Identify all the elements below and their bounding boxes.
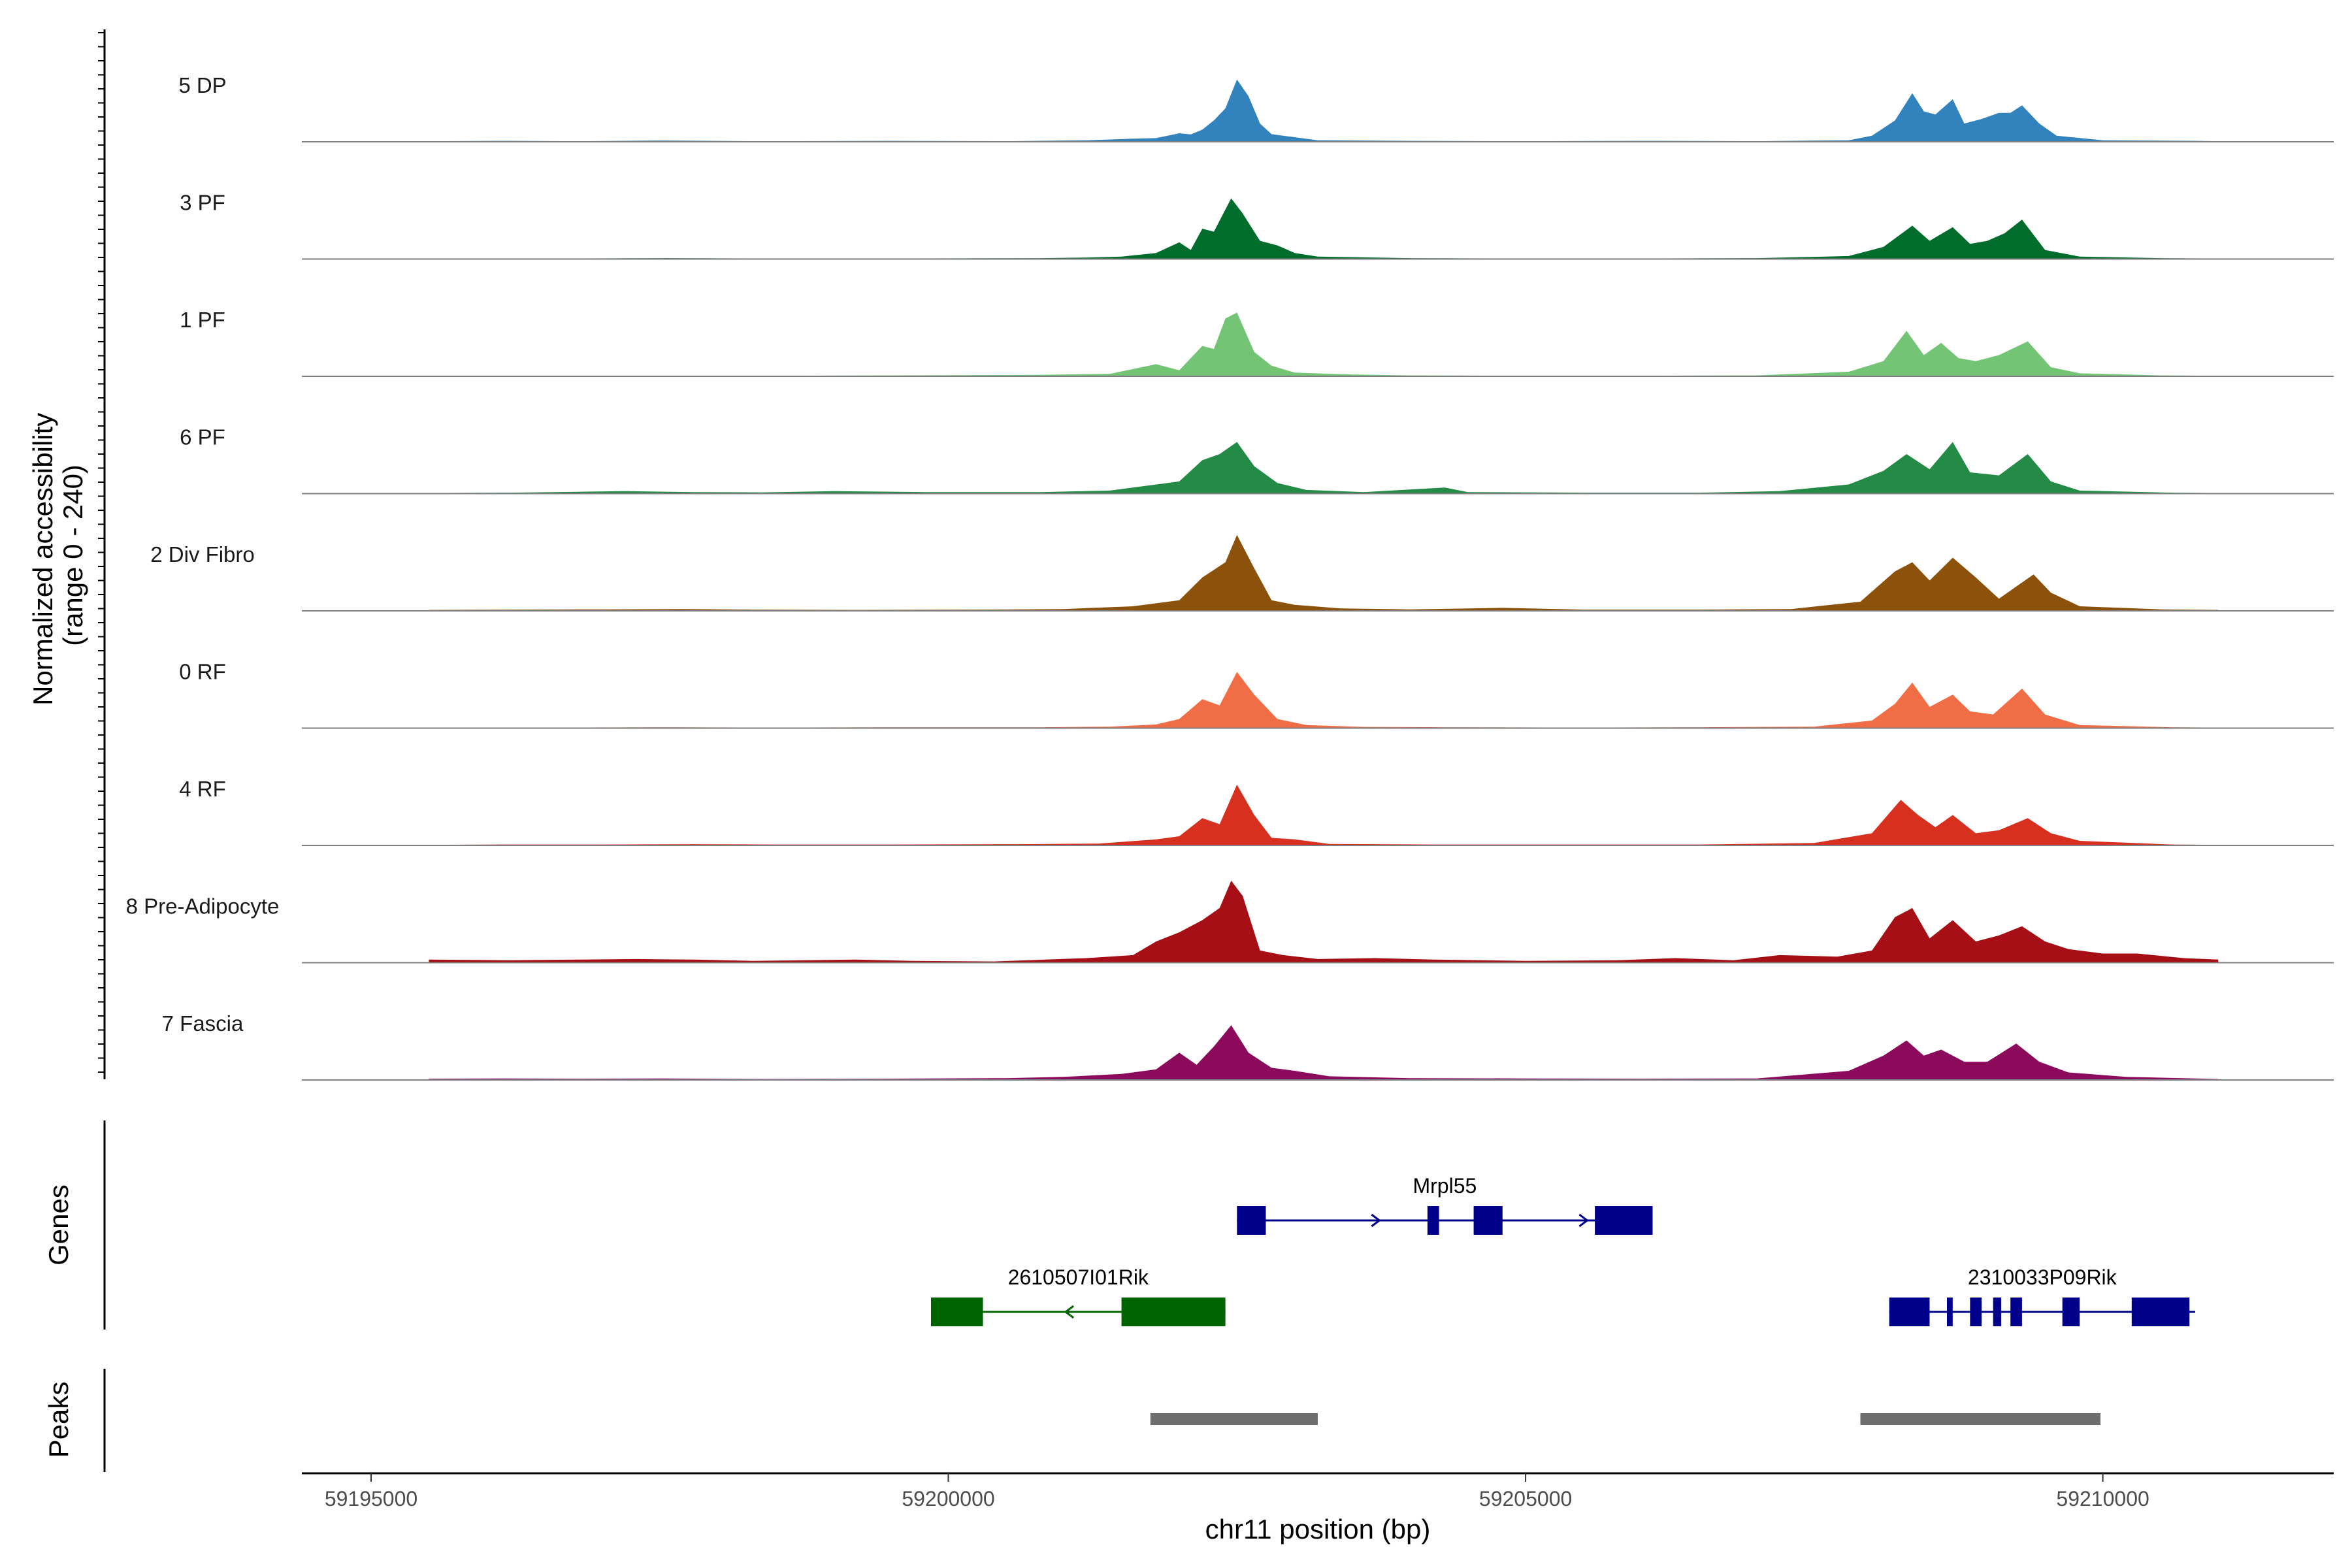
track-label: 4 RF (179, 777, 226, 801)
track-label: 7 Fascia (162, 1011, 244, 1036)
gene-exon (1947, 1298, 1953, 1326)
track-label: 5 DP (178, 73, 226, 97)
gene-exon (1473, 1206, 1503, 1235)
gene-exon (2062, 1298, 2080, 1326)
gene-exon (2010, 1298, 2022, 1326)
track-5-dp: 5 DP (178, 73, 2334, 142)
track-label: 6 PF (180, 425, 225, 449)
peaks-panel: Peaks (43, 1369, 2100, 1472)
track-1-pf: 1 PF (180, 308, 2334, 377)
x-axis-title: chr11 position (bp) (1205, 1514, 1431, 1544)
genes-panel-title: Genes (43, 1184, 74, 1266)
track-4-rf: 4 RF (179, 777, 2334, 846)
y-axis-title-line1: Normalized accessibility (27, 413, 58, 706)
coverage-area-3-pf (429, 198, 2219, 259)
gene-exon (2131, 1298, 2190, 1326)
x-axis: 59195000 59200000 59205000 59210000 chr11 p… (302, 1472, 2334, 1544)
coverage-area-1-pf (429, 312, 2219, 376)
coverage-area-8-pre-adipocyte (429, 881, 2219, 963)
strand-arrow (1064, 1305, 1074, 1319)
track-label: 2 Div Fibro (150, 542, 255, 566)
coverage-area-2-div-fibro (429, 534, 2219, 611)
x-tick-label: 59205000 (1479, 1487, 1572, 1511)
track-label: 8 Pre-Adipocyte (126, 894, 280, 919)
peaks-panel-title: Peaks (43, 1382, 74, 1458)
coverage-tracks: 5 DP 3 PF 1 PF 6 PF 2 Div Fibro 0 RF 4 RF 8 Pre… (126, 73, 2334, 1081)
track-label: 3 PF (180, 191, 225, 215)
track-label: 1 PF (180, 308, 225, 332)
peak-region (1150, 1413, 1318, 1425)
gene-exon (1993, 1298, 2002, 1326)
x-tick-label: 59210000 (2056, 1487, 2149, 1511)
gene-exon (1427, 1206, 1439, 1235)
gene-exon (1595, 1206, 1653, 1235)
x-tick-label: 59195000 (325, 1487, 417, 1511)
coverage-area-0-rf (429, 672, 2219, 728)
coverage-area-4-rf (429, 785, 2219, 845)
gene-exon (1121, 1298, 1226, 1326)
x-axis-ticks: 59195000 59200000 59205000 59210000 (325, 1473, 2149, 1511)
coverage-area-6-pf (429, 442, 2219, 494)
gene-exon (1889, 1298, 1930, 1326)
y-axis-title: Normalized accessibility (range 0 - 240) (27, 405, 88, 706)
track-6-pf: 6 PF (180, 425, 2334, 495)
coverage-area-7-fascia (429, 1025, 2219, 1080)
track-2-div-fibro: 2 Div Fibro (150, 534, 2334, 612)
x-tick-label: 59200000 (902, 1487, 994, 1511)
gene-label: 2310033P09Rik (1968, 1266, 2117, 1289)
genes-panel: Genes Mrpl55 2610507I01Rik 2310033P09Rik (43, 1120, 2195, 1330)
gene-2610507i01rik: 2610507I01Rik (931, 1266, 1226, 1326)
peak-region (1860, 1413, 2100, 1425)
track-label: 0 RF (179, 660, 226, 684)
y-axis-ticks (98, 32, 105, 1073)
gene-mrpl55: Mrpl55 (1237, 1174, 1653, 1235)
gene-2310033p09rik: 2310033P09Rik (1889, 1266, 2195, 1326)
strand-arrow (1578, 1213, 1589, 1228)
track-7-fascia: 7 Fascia (162, 1011, 2334, 1081)
y-axis-title-line2: (range 0 - 240) (57, 465, 88, 646)
strand-arrow (1371, 1213, 1381, 1228)
track-8-pre-adipocyte: 8 Pre-Adipocyte (126, 881, 2334, 964)
y-axis: Normalized accessibility (range 0 - 240) (27, 29, 106, 1079)
gene-exon (1237, 1206, 1266, 1235)
peak-regions (1150, 1413, 2100, 1425)
gene-label: 2610507I01Rik (1008, 1266, 1149, 1289)
gene-label: Mrpl55 (1413, 1174, 1477, 1198)
gene-exon (931, 1298, 983, 1326)
gene-exon (1970, 1298, 1982, 1326)
track-0-rf: 0 RF (179, 660, 2334, 729)
gene-models: Mrpl55 2610507I01Rik 2310033P09Rik (931, 1174, 2195, 1326)
track-3-pf: 3 PF (180, 191, 2334, 260)
coverage-area-5-dp (429, 79, 2219, 142)
